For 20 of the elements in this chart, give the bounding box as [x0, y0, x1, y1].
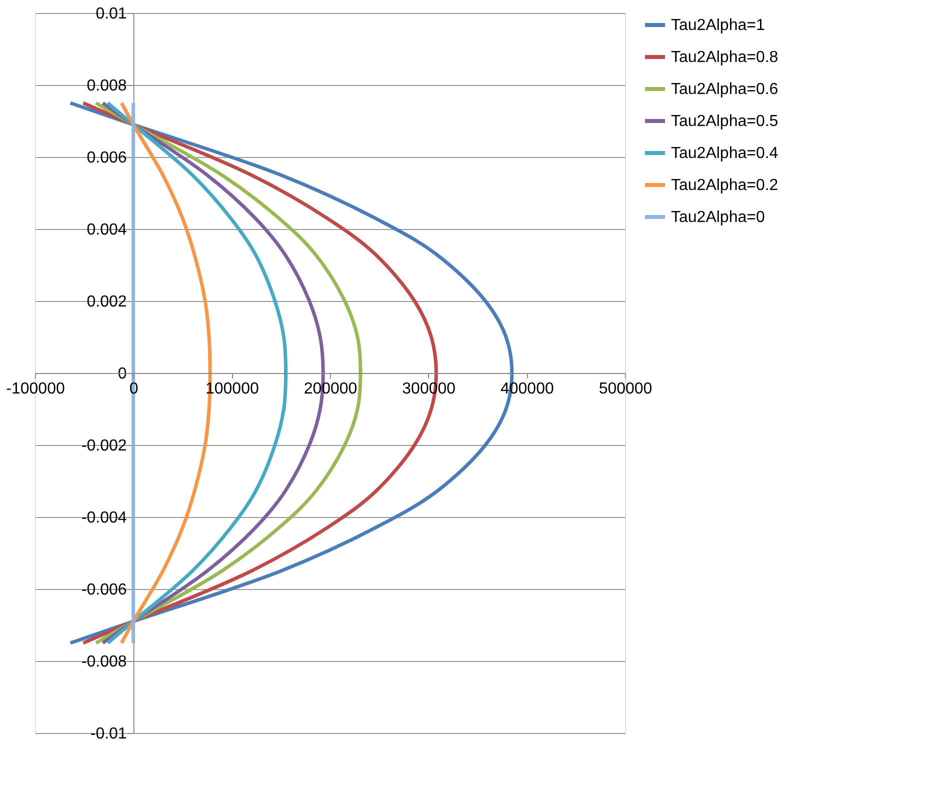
y-tick-label: 0.008	[86, 78, 127, 94]
y-tick-label: -0.01	[90, 726, 127, 742]
y-tick-label: -0.006	[81, 582, 127, 598]
legend-label: Tau2Alpha=0.2	[671, 177, 778, 194]
y-tick-label: 0.002	[86, 294, 127, 310]
legend-label: Tau2Alpha=0	[671, 209, 765, 226]
legend-label: Tau2Alpha=0.4	[671, 145, 778, 162]
legend-label: Tau2Alpha=0.5	[671, 113, 778, 130]
y-tick-label: 0.006	[86, 150, 127, 166]
y-tick-label: 0.004	[86, 222, 127, 238]
x-tick-label: 0	[129, 380, 138, 398]
y-tick-label: 0.01	[96, 6, 127, 22]
legend-label: Tau2Alpha=0.8	[671, 49, 778, 66]
x-tick-label: 500000	[598, 380, 652, 398]
legend-label: Tau2Alpha=0.6	[671, 81, 778, 98]
legend-label: Tau2Alpha=1	[671, 17, 765, 34]
x-tick-label: -100000	[6, 380, 65, 398]
y-tick-label: -0.004	[81, 510, 127, 526]
y-tick-label: -0.002	[81, 438, 127, 454]
y-tick-label: -0.008	[81, 654, 127, 670]
